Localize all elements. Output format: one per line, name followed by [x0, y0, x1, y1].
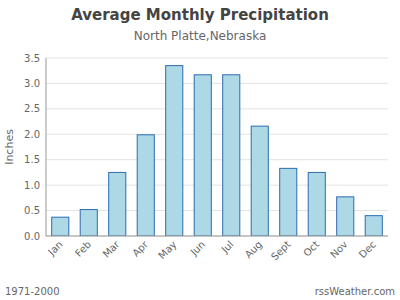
bar — [52, 217, 69, 236]
grid-line — [46, 108, 388, 109]
bar — [308, 172, 325, 236]
bar — [223, 75, 240, 236]
x-tick-label: Oct — [301, 239, 321, 259]
y-tick-label: 1.5 — [24, 154, 40, 165]
y-tick-label: 3.5 — [24, 53, 40, 64]
x-tick-label: Feb — [73, 239, 93, 259]
bar — [137, 135, 154, 236]
x-axis-line — [46, 236, 388, 237]
title: Average Monthly Precipitation — [71, 6, 329, 24]
x-tick-label: Aug — [243, 239, 265, 261]
y-tick-label: 2.0 — [24, 129, 40, 140]
bar — [280, 168, 297, 236]
x-tick-label: Mar — [101, 238, 123, 260]
bar — [251, 126, 268, 236]
grid-line — [46, 236, 388, 237]
grid-line — [46, 83, 388, 84]
y-axis-label: Inches — [3, 129, 16, 165]
y-tick-label: 0.0 — [24, 231, 40, 242]
footer-note: 1971-2000 — [5, 286, 60, 297]
y-tick-label: 2.5 — [24, 103, 40, 114]
footer-note: rssWeather.com — [315, 286, 395, 297]
bar — [337, 197, 354, 236]
grid — [46, 58, 388, 236]
x-tick-label: Jan — [45, 239, 64, 258]
y-tick-label: 1.0 — [24, 180, 40, 191]
chart: Average Monthly Precipitation North Platt… — [0, 0, 400, 300]
y-axis-line — [46, 58, 47, 236]
x-tick-label: Nov — [328, 239, 350, 261]
x-tick-label: May — [156, 239, 178, 261]
bar — [80, 210, 97, 236]
x-tick-label: Jun — [188, 239, 208, 259]
grid-line — [46, 58, 388, 59]
grid-line — [46, 159, 388, 160]
x-axis: Jan Feb Mar AprMay Jun Jul AugSept Oct Nov Dec — [45, 238, 378, 263]
bar — [109, 172, 126, 236]
grid-line — [46, 134, 388, 135]
y-tick-label: 0.5 — [24, 205, 40, 216]
y-axis: 0.0 0.5 1.0 1.5 2.0 2.5 3.0 3.5 — [24, 53, 40, 242]
y-tick-label: 3.0 — [24, 78, 40, 89]
x-tick-label: Dec — [357, 239, 378, 260]
x-tick-label: Jul — [219, 239, 236, 256]
x-tick-label: Apr — [130, 238, 151, 259]
bar — [194, 75, 211, 236]
bar — [166, 66, 183, 236]
x-tick-label: Sept — [269, 239, 293, 263]
bar — [365, 216, 382, 236]
grid-line — [46, 185, 388, 186]
subtitle: North Platte,Nebraska — [134, 29, 267, 43]
bars — [52, 66, 383, 236]
